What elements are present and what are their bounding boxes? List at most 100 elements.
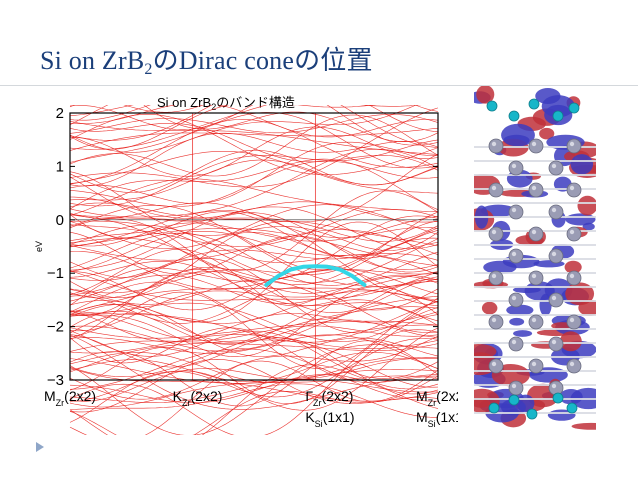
layer-stripe: [474, 398, 596, 400]
band-line: [69, 374, 439, 409]
orbital-blue-lobe: [570, 154, 594, 175]
layer-stripe: [474, 160, 596, 162]
band-line: [69, 215, 439, 281]
dirac-cone-point: [278, 275, 280, 277]
y-tick-label: −3: [47, 372, 64, 389]
si-atom: [528, 226, 544, 242]
band-line: [69, 211, 439, 294]
band-line: [69, 299, 439, 345]
orbital-blue-lobe: [501, 123, 535, 147]
layer-stripe: [474, 216, 596, 218]
plot-frame-layer: [69, 112, 439, 381]
y-tick-label: 0: [56, 212, 64, 229]
si-atom: [528, 182, 544, 198]
chart-title-subscript: 2: [211, 102, 217, 112]
si-atom-highlight: [491, 273, 497, 279]
zr-atom: [528, 98, 540, 110]
slide-title: Si on ZrB2のDirac coneの位置: [40, 40, 373, 79]
band-line: [69, 306, 439, 377]
dirac-cone-point: [327, 266, 329, 268]
band-lines: [69, 105, 439, 435]
orbital-blue-lobe: [539, 293, 552, 317]
si-atom: [566, 182, 582, 198]
si-atom: [488, 138, 504, 154]
orbital-blue-lobe: [483, 260, 517, 275]
band-line: [69, 105, 439, 138]
band-line: [69, 218, 439, 307]
band-line: [69, 105, 439, 133]
si-atom-highlight: [511, 295, 517, 301]
si-atom-highlight: [569, 141, 575, 147]
kpoint-label-secondary: KSi(1x1): [305, 409, 354, 429]
band-line: [69, 357, 439, 402]
si-atom: [528, 270, 544, 286]
atomic-structure-image: [474, 86, 596, 432]
band-line: [69, 227, 439, 302]
band-line: [69, 297, 439, 342]
band-line: [69, 301, 439, 343]
si-atom: [488, 182, 504, 198]
band-line: [69, 334, 439, 410]
si-atom-highlight: [569, 185, 575, 191]
zr-atom: [486, 100, 498, 112]
band-line: [69, 287, 439, 333]
si-atom-highlight: [531, 185, 537, 191]
band-line: [69, 358, 439, 384]
si-atom-highlight: [569, 361, 575, 367]
si-atom-highlight: [569, 229, 575, 235]
title-divider: [0, 85, 638, 86]
band-line: [69, 221, 439, 299]
band-line: [69, 352, 439, 383]
si-atom: [528, 314, 544, 330]
band-line: [69, 149, 439, 193]
band-line: [69, 334, 439, 395]
band-line: [69, 358, 439, 413]
band-line: [69, 153, 439, 223]
si-atom-highlight: [531, 229, 537, 235]
si-atom-highlight: [551, 339, 557, 345]
orbital-red-lobe: [481, 301, 498, 315]
si-atom: [508, 160, 524, 176]
si-atom-highlight: [531, 273, 537, 279]
band-line: [69, 148, 439, 218]
atomic-structure-icon: [474, 86, 596, 430]
band-line: [69, 105, 439, 148]
band-line: [69, 232, 439, 286]
band-line: [69, 271, 439, 332]
si-atom: [488, 358, 504, 374]
si-atom-highlight: [491, 141, 497, 147]
layer-stripe: [474, 202, 596, 204]
band-line: [123, 105, 439, 146]
si-atom: [548, 380, 564, 396]
plot-frame: [69, 112, 439, 381]
band-line: [69, 313, 439, 341]
slide-title-subscript: 2: [144, 61, 153, 78]
band-line: [69, 178, 438, 216]
si-atom: [508, 248, 524, 264]
band-line: [69, 291, 439, 369]
slide-title-prefix: Si on ZrB: [40, 46, 145, 75]
dirac-cone-point: [351, 275, 353, 277]
band-line: [69, 268, 439, 340]
band-line: [69, 257, 439, 334]
slide-title-suffix: のDirac coneの位置: [152, 46, 373, 75]
band-line: [69, 112, 439, 169]
si-atom: [566, 270, 582, 286]
band-structure-chart: 2 1 0 −1 −2 −3 eV MZr(2x2) KZr(2x2) ΓZr(2x2)KSi(…: [34, 105, 458, 435]
band-line: [69, 344, 439, 435]
y-tick-label: −2: [47, 319, 64, 336]
band-line: [69, 295, 439, 352]
y-tick-label: −1: [47, 265, 64, 282]
orbital-red-lobe: [577, 195, 596, 216]
band-line: [69, 320, 439, 339]
zr-atom: [566, 402, 578, 414]
zr-atom: [526, 408, 538, 420]
si-atom: [548, 336, 564, 352]
orbital-red-lobe: [539, 127, 555, 140]
si-atom: [508, 204, 524, 220]
band-line: [69, 231, 439, 275]
kpoint-label: ΓZr(2x2): [305, 388, 353, 408]
dirac-cone-layer: [264, 264, 367, 287]
band-line: [69, 270, 439, 301]
band-line: [69, 231, 439, 272]
